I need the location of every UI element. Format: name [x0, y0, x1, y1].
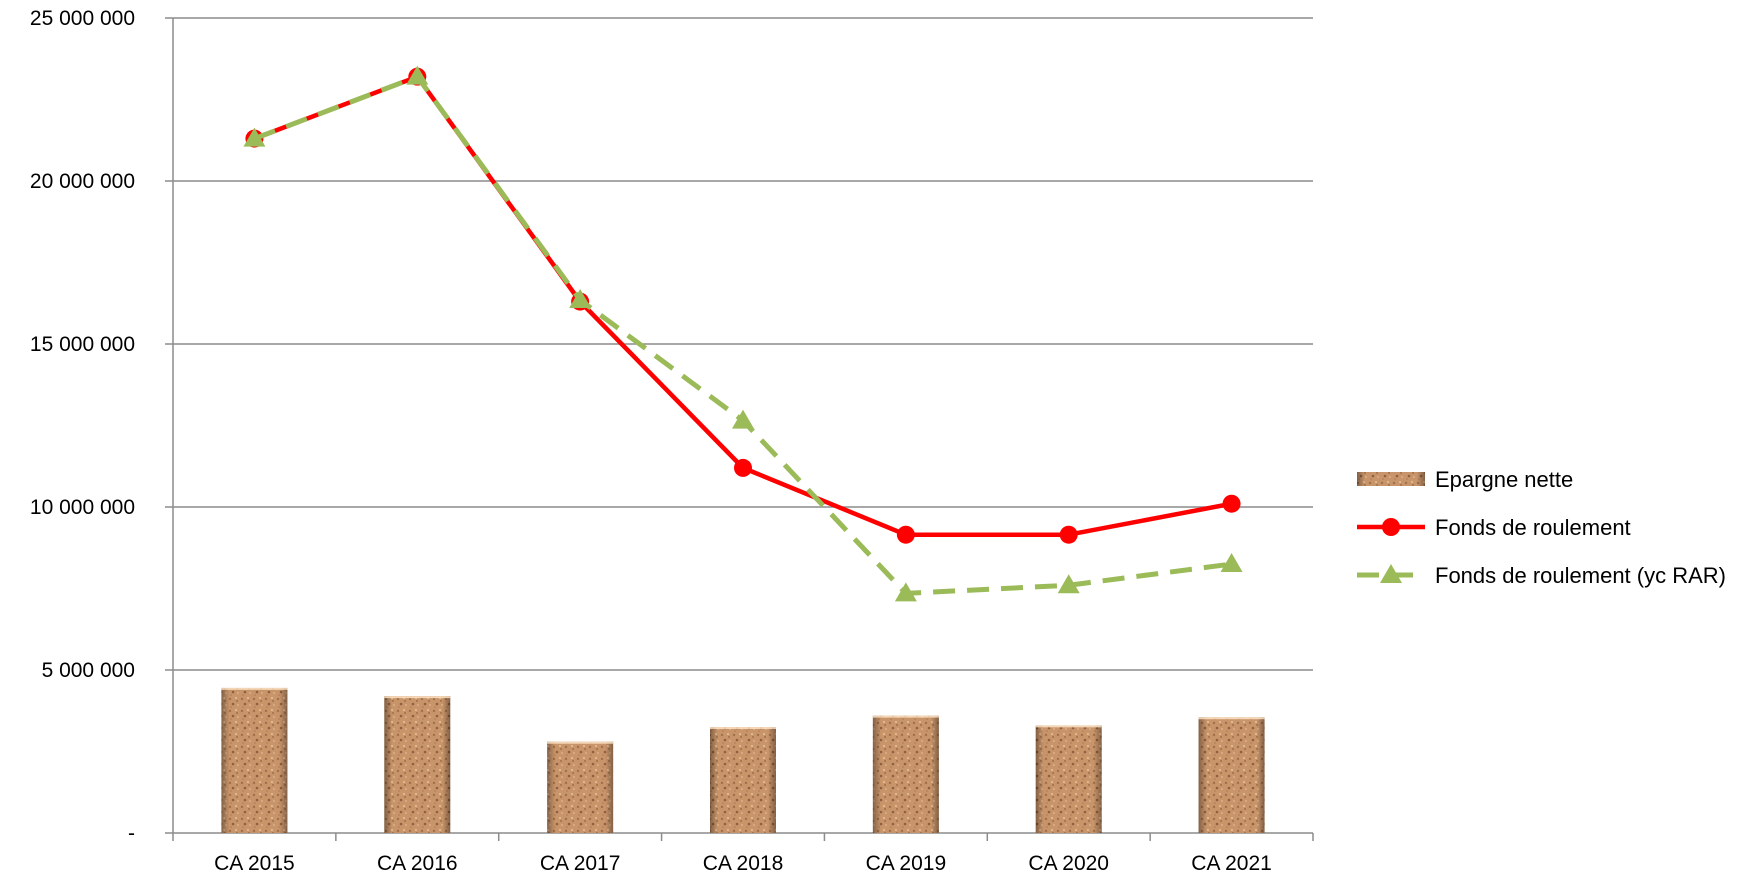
- point: [1059, 525, 1078, 544]
- series-line-2: [253, 74, 1232, 596]
- y-tick-label: 25 000 000: [30, 7, 135, 30]
- bar: [1198, 717, 1265, 833]
- bar-shade: [221, 687, 288, 833]
- y-tick-label: 15 000 000: [30, 333, 135, 356]
- bar-shade: [710, 727, 776, 833]
- bar-shade: [1035, 725, 1102, 833]
- point: [406, 65, 429, 85]
- point: [569, 288, 592, 308]
- point: [732, 409, 754, 429]
- legend-label: Fonds de roulement (yc RAR): [1435, 563, 1726, 588]
- point: [1057, 574, 1080, 594]
- legend: Epargne nette Fonds de roulement Fonds de …: [1357, 467, 1726, 588]
- bar: [384, 696, 451, 833]
- x-tick-label: CA 2017: [540, 852, 621, 875]
- x-tick-label: CA 2016: [377, 852, 458, 875]
- bar-series: [221, 687, 1265, 833]
- bar: [1035, 725, 1102, 833]
- legend-item: Epargne nette: [1357, 467, 1573, 492]
- bar: [221, 687, 288, 833]
- legend-marker: [1382, 518, 1400, 536]
- bar: [872, 715, 939, 833]
- bar-shade: [384, 696, 451, 833]
- point: [734, 458, 752, 477]
- tick-labels: - 5 000 000 10 000 000 15 000 000 20 000 000…: [30, 7, 1272, 875]
- y-tick-label: 20 000 000: [30, 170, 135, 193]
- legend-swatch-shade: [1357, 472, 1425, 486]
- x-tick-label: CA 2020: [1028, 852, 1109, 875]
- y-tick-label: 5 000 000: [42, 659, 135, 682]
- bar-shade: [872, 715, 939, 833]
- legend-label: Fonds de roulement: [1435, 515, 1631, 540]
- point: [1222, 494, 1241, 513]
- legend-marker: [1380, 564, 1402, 583]
- point: [896, 525, 915, 544]
- bar: [710, 727, 776, 833]
- legend-item: Fonds de roulement: [1357, 515, 1631, 540]
- x-tick-label: CA 2018: [703, 852, 784, 875]
- point: [894, 582, 917, 602]
- line-series: [243, 65, 1243, 602]
- point: [243, 127, 266, 147]
- legend-label: Epargne nette: [1435, 467, 1573, 492]
- legend-item: Fonds de roulement (yc RAR): [1357, 563, 1726, 588]
- gridlines: [173, 17, 1313, 671]
- x-tick-label: CA 2015: [214, 852, 295, 875]
- bar-shade: [1198, 717, 1265, 833]
- x-tick-label: CA 2019: [866, 852, 947, 875]
- bar-shade: [547, 741, 614, 833]
- bar: [547, 741, 614, 833]
- axes: [165, 17, 1314, 841]
- y-tick-label: 10 000 000: [30, 496, 135, 519]
- point: [1220, 553, 1243, 573]
- x-tick-label: CA 2021: [1191, 852, 1272, 875]
- y-tick-label: -: [128, 822, 135, 845]
